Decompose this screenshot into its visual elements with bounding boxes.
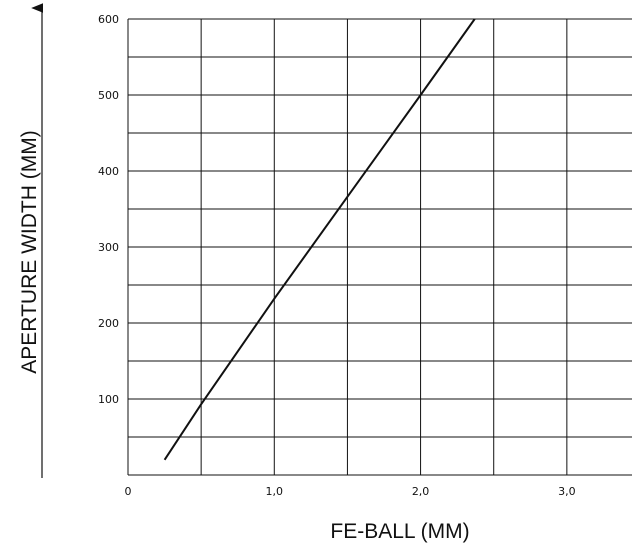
x-tick-label: 2,0 — [412, 485, 430, 498]
chart-tick-labels: 0 1,0 2,0 3,0 100 200 300 400 500 600 — [98, 13, 576, 498]
y-tick-label: 400 — [98, 165, 119, 178]
y-tick-label: 300 — [98, 241, 119, 254]
series-line — [163, 18, 476, 461]
chart-grid — [127, 18, 632, 476]
x-tick-label: 3,0 — [558, 485, 576, 498]
x-axis-title: FE-BALL (MM) — [330, 520, 469, 543]
x-tick-label: 1,0 — [266, 485, 284, 498]
y-tick-label: 100 — [98, 393, 119, 406]
y-tick-label: 500 — [98, 89, 119, 102]
y-tick-label: 200 — [98, 317, 119, 330]
y-tick-label: 600 — [98, 13, 119, 26]
chart-series — [163, 18, 476, 461]
y-axis-title: APERTURE WIDTH (MM) — [18, 130, 41, 373]
x-tick-label: 0 — [125, 485, 132, 498]
